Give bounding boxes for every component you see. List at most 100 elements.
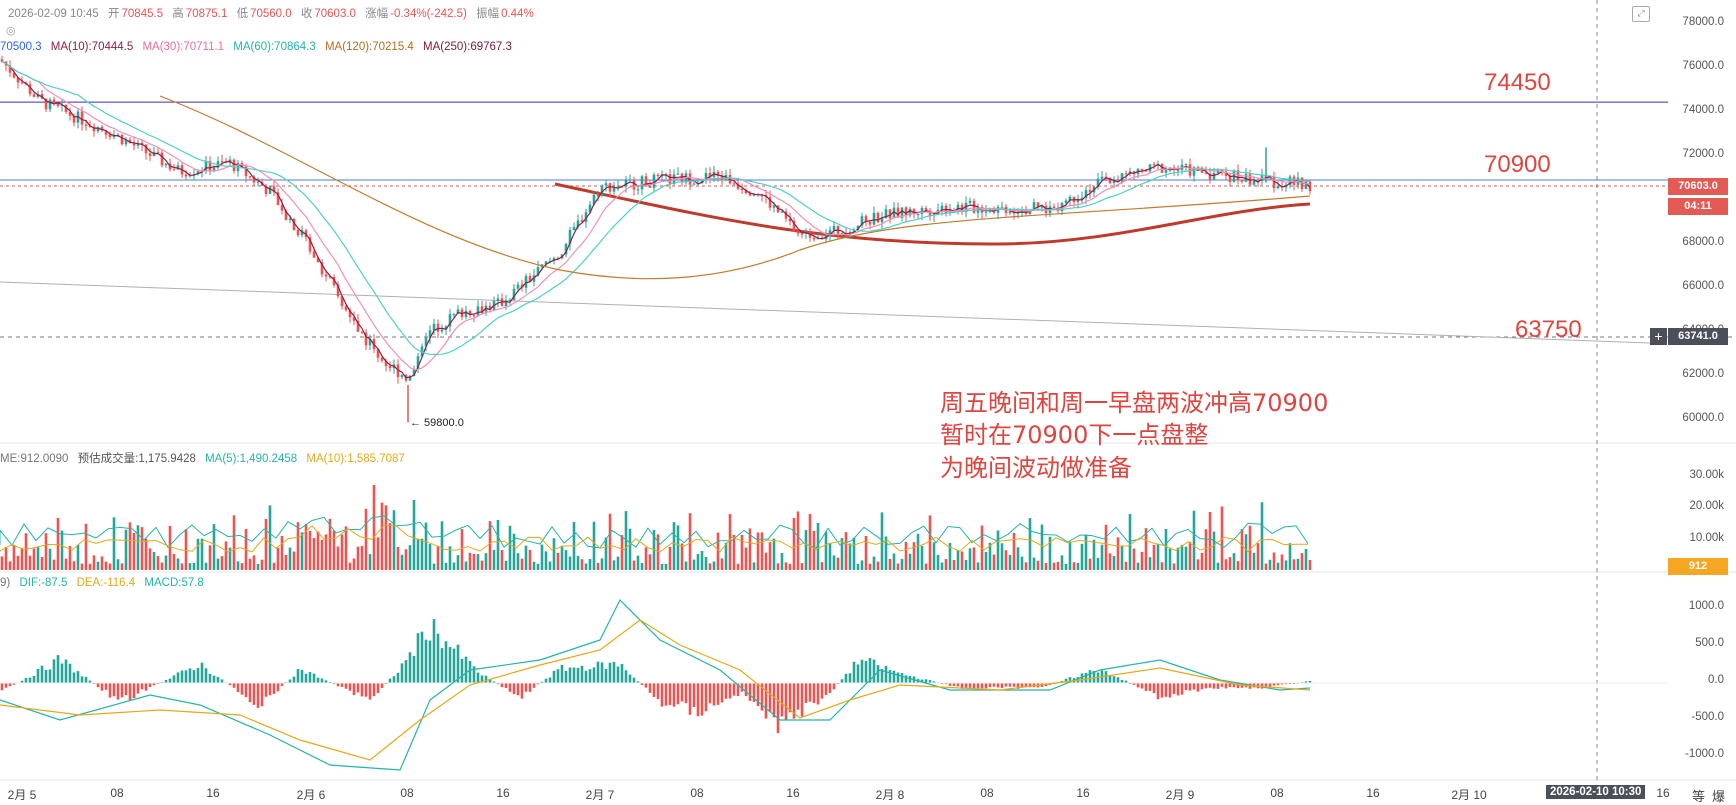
volume-bar — [792, 517, 796, 570]
candle-body — [1288, 176, 1292, 186]
candle-body — [580, 220, 584, 222]
macd-histogram-bar — [276, 683, 280, 692]
macd-histogram-bar — [184, 670, 188, 683]
volume-bar — [560, 545, 564, 570]
volume-bar — [284, 555, 288, 570]
volume-bar — [812, 530, 816, 570]
volume-bar — [1292, 559, 1296, 570]
volume-bar — [348, 562, 352, 570]
volume-bar — [552, 538, 556, 570]
macd-histogram-bar — [64, 659, 68, 683]
macd-histogram-bar — [312, 673, 316, 683]
volume-bar — [1160, 562, 1164, 570]
candle-body — [128, 139, 132, 143]
macd-histogram-bar — [112, 683, 116, 697]
candle-body — [568, 230, 572, 244]
candle-body — [1096, 178, 1100, 187]
candle-body — [1224, 171, 1228, 176]
volume-bar — [148, 548, 152, 570]
volume-bar — [1268, 559, 1272, 570]
volume-bar — [592, 521, 596, 570]
macd-histogram-bar — [1200, 683, 1204, 690]
macd-histogram-bar — [772, 683, 776, 718]
candle-body — [444, 326, 448, 330]
macd-histogram-bar — [356, 683, 360, 693]
volume-bar — [784, 562, 788, 570]
macd-histogram-bar — [516, 683, 520, 696]
candle-body — [1084, 190, 1088, 198]
candle-body — [16, 77, 20, 83]
candle-body — [352, 317, 356, 321]
volume-bar — [1148, 557, 1152, 570]
macd-histogram-bar — [904, 675, 908, 683]
ma10-line — [1, 61, 1311, 379]
volume-bar — [1128, 513, 1132, 570]
macd-histogram-bar — [220, 679, 224, 683]
macd-histogram-bar — [556, 669, 560, 683]
candles — [0, 55, 1312, 423]
candle-body — [1216, 170, 1220, 174]
macd-histogram-bar — [144, 683, 148, 691]
candle-body — [92, 126, 96, 132]
macd-histogram-bar — [364, 683, 368, 697]
volume-bar — [220, 556, 224, 570]
candle-body — [1176, 169, 1180, 171]
candle-body — [864, 216, 868, 223]
macd-histogram-bar — [728, 683, 732, 699]
volume-bar — [588, 559, 592, 570]
candle-body — [1036, 202, 1040, 208]
volume-bar — [1040, 524, 1044, 570]
macd-histogram-bar — [320, 678, 324, 683]
macd-histogram-bar — [604, 669, 608, 683]
candle-body — [716, 171, 720, 176]
candle-body — [984, 211, 988, 213]
macd-histogram-bar — [1168, 683, 1172, 698]
macd-histogram-bar — [964, 683, 968, 688]
volume-bar — [544, 551, 548, 570]
macd-histogram-bar — [480, 675, 484, 683]
volume-bar — [660, 563, 664, 570]
macd-histogram-bar — [980, 683, 984, 689]
macd-histogram-bar — [640, 683, 644, 685]
volume-bar — [1200, 552, 1204, 570]
volume-bar — [968, 548, 972, 570]
volume-bar — [208, 545, 212, 570]
volume-bar — [392, 510, 396, 570]
macd-histogram-bar — [696, 683, 700, 717]
macd-histogram-bar — [512, 683, 516, 695]
macd-histogram-bar — [908, 675, 912, 683]
candle-body — [308, 237, 312, 252]
macd-histogram-bar — [120, 683, 124, 698]
candle-body — [588, 204, 592, 213]
macd-histogram-bar — [128, 683, 132, 701]
macd-histogram-bar — [756, 683, 760, 707]
candle-body — [1244, 173, 1248, 182]
macd-histogram-bar — [976, 683, 980, 689]
volume-bar — [624, 511, 628, 570]
volume-bar — [988, 542, 992, 570]
candle-body — [408, 375, 412, 381]
volume-bar — [780, 552, 784, 570]
volume-bar — [772, 538, 776, 570]
volume-bar — [1088, 558, 1092, 570]
macd-histogram-bar — [636, 681, 640, 683]
volume-bar — [248, 558, 252, 570]
macd-histogram-bar — [28, 677, 32, 683]
volume-bar — [352, 558, 356, 570]
macd-histogram-bar — [452, 648, 456, 683]
volume-bar — [1096, 557, 1100, 570]
volume-bar — [876, 561, 880, 570]
volume-bar — [724, 542, 728, 570]
volume-bar — [904, 541, 908, 570]
macd-histogram-bar — [824, 683, 828, 695]
macd-histogram-bar — [576, 667, 580, 683]
macd-histogram-bar — [272, 683, 276, 695]
candle-body — [472, 315, 476, 317]
macd-histogram-bar — [960, 683, 964, 689]
volume-bar — [712, 561, 716, 570]
macd-histogram-bar — [868, 658, 872, 683]
candle-body — [376, 349, 380, 358]
volume-bar — [1212, 531, 1216, 570]
volume-ma5-line — [0, 515, 1309, 549]
